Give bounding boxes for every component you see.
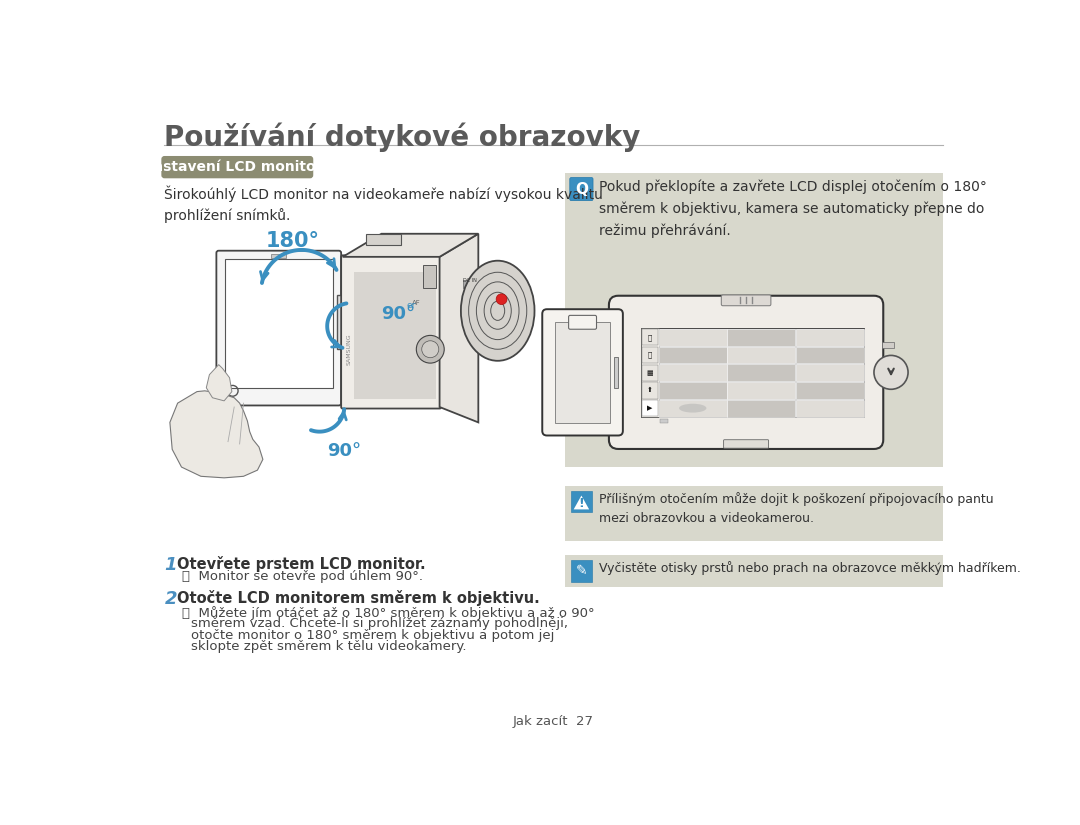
Text: směrem vzad. Chcete-li si prohlížet záznamy pohodlněji,: směrem vzad. Chcete-li si prohlížet zázn… <box>191 617 568 630</box>
Circle shape <box>422 341 438 358</box>
Text: Pokud překlopíte a zavřete LCD displej otočením o 180°
směrem k objektivu, kamer: Pokud překlopíte a zavřete LCD displej o… <box>599 179 987 238</box>
Text: ・  Monitor se otevře pod úhlem 90°.: ・ Monitor se otevře pod úhlem 90°. <box>181 570 422 583</box>
Polygon shape <box>206 365 232 401</box>
FancyBboxPatch shape <box>724 440 769 448</box>
Bar <box>643 382 658 398</box>
FancyBboxPatch shape <box>570 491 592 512</box>
Circle shape <box>416 336 444 363</box>
Text: Nastavení LCD monitoru: Nastavení LCD monitoru <box>143 160 333 174</box>
Bar <box>796 399 864 417</box>
Text: Q: Q <box>575 182 588 196</box>
Bar <box>659 329 727 346</box>
Text: sklopte zpět směrem k tělu videokamery.: sklopte zpět směrem k tělu videokamery. <box>191 640 467 653</box>
Bar <box>660 419 667 423</box>
Bar <box>565 173 943 467</box>
Bar <box>727 399 795 417</box>
Bar <box>727 365 795 381</box>
Text: 180°: 180° <box>266 232 320 252</box>
FancyBboxPatch shape <box>161 156 313 178</box>
Text: ▦: ▦ <box>647 370 653 375</box>
Polygon shape <box>440 233 478 422</box>
Bar <box>659 382 727 399</box>
Polygon shape <box>573 496 590 509</box>
FancyBboxPatch shape <box>570 560 592 582</box>
FancyBboxPatch shape <box>341 255 441 408</box>
Bar <box>565 486 943 541</box>
Text: ⬛: ⬛ <box>648 334 652 341</box>
Text: Otočte LCD monitorem směrem k objektivu.: Otočte LCD monitorem směrem k objektivu. <box>177 590 540 606</box>
Bar <box>643 365 658 381</box>
Polygon shape <box>170 391 262 478</box>
Circle shape <box>496 294 507 304</box>
Text: ・  Můžete jím otáčet až o 180° směrem k objektivu a až o 90°: ・ Můžete jím otáčet až o 180° směrem k o… <box>181 606 594 620</box>
Bar <box>643 400 658 417</box>
Bar <box>796 346 864 364</box>
Text: 90°: 90° <box>380 305 415 323</box>
Bar <box>271 254 286 257</box>
Text: Širokoúhlý LCD monitor na videokameře nabízí vysokou kvalitu
prohlížení snímků.: Širokoúhlý LCD monitor na videokameře na… <box>164 186 604 224</box>
Bar <box>659 365 727 381</box>
Bar <box>727 329 795 346</box>
Bar <box>337 295 359 349</box>
Text: Jak zacít  27: Jak zacít 27 <box>513 715 594 728</box>
Bar <box>727 382 795 399</box>
Text: 90°: 90° <box>327 441 362 460</box>
Bar <box>354 272 435 399</box>
Bar <box>796 329 864 346</box>
FancyBboxPatch shape <box>609 295 883 449</box>
Bar <box>643 329 658 346</box>
Text: 2: 2 <box>164 590 177 608</box>
Text: AF: AF <box>411 300 421 306</box>
Text: ⬆: ⬆ <box>647 388 653 394</box>
Bar <box>643 347 658 363</box>
FancyBboxPatch shape <box>542 309 623 436</box>
Bar <box>796 382 864 399</box>
Text: 🗑: 🗑 <box>648 351 652 358</box>
Bar <box>422 265 436 288</box>
Text: er: er <box>406 301 416 309</box>
Bar <box>727 346 795 364</box>
FancyBboxPatch shape <box>568 315 596 329</box>
Bar <box>565 555 943 587</box>
Bar <box>796 365 864 381</box>
Text: ✎: ✎ <box>576 564 588 578</box>
Bar <box>659 399 727 417</box>
Text: !: ! <box>579 497 584 510</box>
Ellipse shape <box>679 403 706 412</box>
Bar <box>615 357 618 388</box>
Text: Používání dotykové obrazovky: Používání dotykové obrazovky <box>164 122 640 152</box>
Bar <box>225 259 333 388</box>
Text: Přílišným otočením může dojit k poškození připojovacího pantu
mezi obrazovkou a : Přílišným otočením může dojit k poškozen… <box>599 492 994 526</box>
Text: Vyčistěte otisky prstů nebo prach na obrazovce měkkým hadříkem.: Vyčistěte otisky prstů nebo prach na obr… <box>599 561 1021 575</box>
Text: ▶: ▶ <box>647 405 652 411</box>
Text: DC IN: DC IN <box>463 278 476 283</box>
FancyBboxPatch shape <box>721 295 771 306</box>
Text: otočte monitor o 180° směrem k objektivu a potom jej: otočte monitor o 180° směrem k objektivu… <box>191 629 554 642</box>
Text: 1: 1 <box>164 556 177 574</box>
FancyBboxPatch shape <box>570 177 593 200</box>
Text: Otevřete prstem LCD monitor.: Otevřete prstem LCD monitor. <box>177 556 426 573</box>
Bar <box>642 328 659 417</box>
Bar <box>659 346 727 364</box>
Text: SAMSUNG: SAMSUNG <box>347 333 351 365</box>
Bar <box>555 322 610 423</box>
Circle shape <box>874 356 908 389</box>
Bar <box>463 280 476 288</box>
Bar <box>366 233 401 245</box>
Ellipse shape <box>461 261 535 361</box>
FancyBboxPatch shape <box>216 251 341 405</box>
Bar <box>642 328 864 417</box>
Polygon shape <box>342 233 478 257</box>
Bar <box>881 342 894 347</box>
